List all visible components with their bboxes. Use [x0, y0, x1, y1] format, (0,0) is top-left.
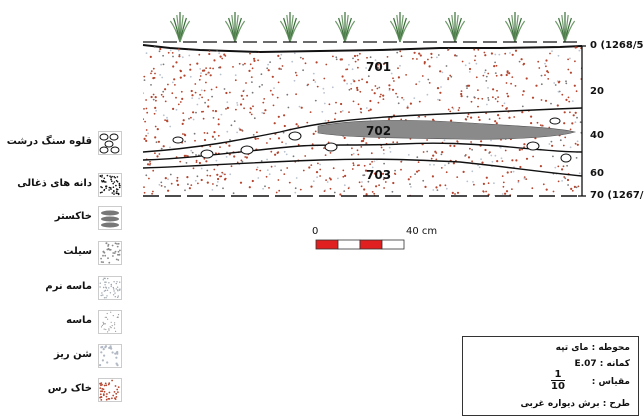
- legend-label: ماسه: [66, 315, 92, 326]
- grass-tuft: [334, 12, 356, 43]
- grass-tuft: [389, 12, 411, 43]
- trench-label: کمانه : E.07: [575, 359, 630, 369]
- ash-lens-702: [317, 120, 577, 140]
- scale-info-label: مقیاس :: [591, 377, 630, 387]
- layer-label-701: 701: [366, 60, 392, 74]
- grass-vegetation: [169, 12, 576, 43]
- legend-item-charcoal: دانه های ذغالی: [0, 173, 130, 199]
- legend-item-cobble: قلوه سنگ درشت: [0, 131, 130, 157]
- legend-label: ماسه نرم: [45, 281, 92, 292]
- grass-tuft: [504, 12, 526, 43]
- grass-tuft: [554, 12, 576, 43]
- scale-bar: [315, 239, 405, 250]
- boundary-702-703-upper: [142, 142, 583, 161]
- legend-label: خاک رس: [47, 383, 92, 394]
- scale-start-label: 0: [312, 226, 319, 237]
- legend-item-finesand: ماسه نرم: [0, 276, 130, 302]
- legend-swatch-finesand: [98, 276, 122, 300]
- legend-item-clay: خاک رس: [0, 378, 130, 404]
- scale-numerator: 1: [554, 369, 562, 380]
- legend-swatch-clay: [98, 378, 122, 402]
- soil-dots: [143, 45, 582, 196]
- legend-label: دانه های ذغالی: [17, 178, 92, 189]
- boundary-701-702: [142, 107, 583, 153]
- legend-item-gravel: شن ریز: [0, 344, 130, 370]
- site-name: محوطه : مای تپه: [555, 343, 630, 353]
- scale-denominator: 10: [551, 381, 565, 392]
- legend-swatch-cobble: [98, 131, 122, 155]
- legend-swatch-gravel: [98, 344, 122, 368]
- legend-label: خاکستر: [54, 211, 92, 222]
- legend-item-silt: سیلت: [0, 241, 130, 267]
- depth-label-40: 40: [590, 130, 604, 141]
- legend-swatch-ash: [98, 206, 122, 230]
- plan-label: طرح : برش دیواره غربی: [520, 399, 630, 409]
- depth-label-20: 20: [590, 86, 604, 97]
- legend-swatch-silt: [98, 241, 122, 265]
- legend-label: سیلت: [63, 246, 92, 257]
- info-box: محوطه : مای تپه کمانه : E.07 مقیاس : 1 1…: [462, 336, 639, 416]
- grass-tuft: [169, 12, 191, 43]
- legend-swatch-sand: [98, 310, 122, 334]
- layer-label-702: 702: [366, 124, 392, 138]
- legend-label: شن ریز: [53, 349, 92, 360]
- depth-label-0: 0 (1268/53): [590, 40, 644, 51]
- cobbles: [172, 117, 572, 163]
- ground-surface-line: [142, 44, 583, 54]
- grass-tuft: [224, 12, 246, 43]
- grass-tuft: [279, 12, 301, 43]
- legend-swatch-charcoal: [98, 173, 122, 197]
- legend-label: قلوه سنگ درشت: [6, 136, 92, 147]
- legend-item-ash: خاکستر: [0, 206, 130, 232]
- trench-code: E.07: [574, 359, 597, 369]
- grass-tuft: [444, 12, 466, 43]
- layer-label-703: 703: [366, 168, 392, 182]
- depth-label-60: 60: [590, 168, 604, 179]
- trench-text: کمانه :: [599, 359, 630, 369]
- legend-item-sand: ماسه: [0, 310, 130, 336]
- depth-label-70: 70 (1267/83): [590, 190, 644, 201]
- scale-end-label: 40 cm: [406, 226, 438, 237]
- scale-fraction: 1 10: [551, 369, 565, 392]
- boundary-703-lower: [142, 158, 583, 177]
